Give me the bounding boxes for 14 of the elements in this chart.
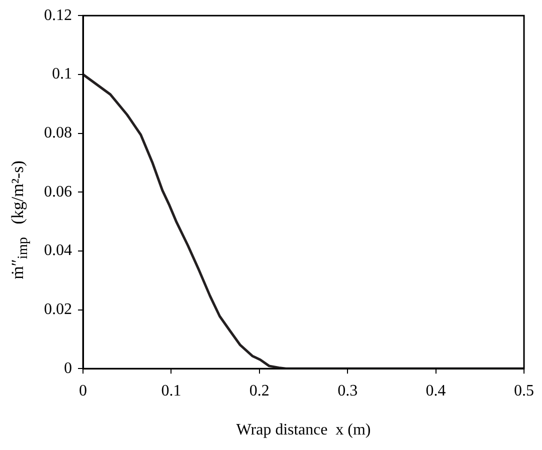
y-tick-label: 0.06 [44, 183, 72, 200]
x-tick-label: 0 [79, 382, 87, 400]
x-tick-label: 0.2 [249, 382, 270, 400]
y-tick-label: 0.12 [44, 6, 72, 24]
x-axis-title: Wrap distance x (m) [236, 422, 371, 439]
y-tick-label: 0.02 [44, 300, 72, 318]
y-tick-label: 0 [64, 360, 72, 377]
y-tick-label: 0.1 [52, 66, 72, 83]
x-tick-label: 0.3 [338, 382, 358, 400]
x-tick-label: 0.1 [161, 382, 182, 400]
y-tick-label: 0.08 [44, 124, 72, 142]
y-tick-label: 0.04 [44, 242, 72, 260]
x-tick-label: 0.4 [426, 382, 446, 400]
x-tick-label: 0.5 [514, 382, 534, 400]
